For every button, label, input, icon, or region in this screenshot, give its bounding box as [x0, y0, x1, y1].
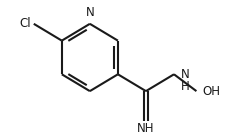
- Text: N: N: [181, 68, 190, 81]
- Text: NH: NH: [137, 123, 155, 136]
- Text: N: N: [85, 6, 94, 19]
- Text: H: H: [181, 80, 190, 93]
- Text: OH: OH: [202, 85, 220, 98]
- Text: Cl: Cl: [19, 17, 31, 30]
